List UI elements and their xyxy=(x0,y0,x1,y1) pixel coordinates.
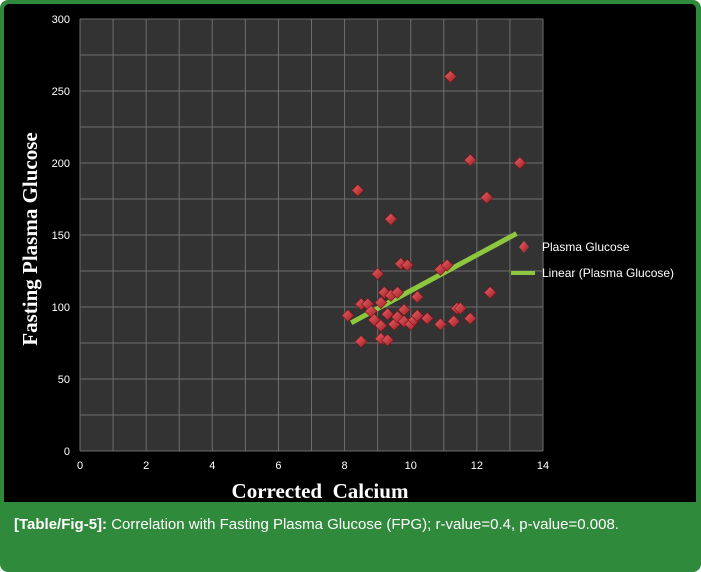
caption-text: Correlation with Fasting Plasma Glucose … xyxy=(111,516,619,533)
data-point xyxy=(463,312,477,325)
data-point xyxy=(453,302,467,315)
x-tick-label: 10 xyxy=(405,460,417,472)
data-point xyxy=(374,319,388,333)
data-point xyxy=(400,258,414,272)
data-point xyxy=(367,313,381,327)
legend: Plasma Glucose Linear (Plasma Glucose) xyxy=(511,240,674,280)
legend-label-linear: Linear (Plasma Glucose) xyxy=(542,266,674,280)
data-point xyxy=(440,258,454,272)
data-point xyxy=(381,307,394,321)
y-tick-label: 0 xyxy=(64,446,70,458)
x-axis-title: Corrected Calcium xyxy=(232,479,409,502)
data-point xyxy=(384,212,398,226)
y-tick-label: 300 xyxy=(52,14,70,26)
y-tick-label: 150 xyxy=(52,230,70,242)
data-point xyxy=(447,314,461,328)
data-point xyxy=(391,310,404,324)
legend-diamond-marker xyxy=(519,241,529,253)
x-tick-label: 14 xyxy=(537,460,549,472)
x-tick-label: 2 xyxy=(143,460,149,472)
data-point xyxy=(381,333,394,347)
data-point xyxy=(434,317,447,331)
data-point xyxy=(483,286,497,300)
data-point xyxy=(513,156,527,170)
data-point xyxy=(410,309,424,323)
data-point xyxy=(371,267,385,281)
chart-panel: 0 2 4 6 8 10 12 14 0 50 100 150 200 250 300 Fasting Pl… xyxy=(4,4,696,502)
data-point xyxy=(391,286,404,300)
trendline xyxy=(349,231,518,326)
x-tick-label: 12 xyxy=(471,460,483,472)
y-tick-label: 50 xyxy=(58,374,70,386)
x-tick-label: 6 xyxy=(275,460,281,472)
x-tick-label: 4 xyxy=(209,460,215,472)
data-point xyxy=(463,153,477,167)
data-point xyxy=(410,290,424,304)
data-point xyxy=(374,296,388,310)
caption-label: [Table/Fig-5]: xyxy=(14,516,108,533)
legend-label-plasma-glucose: Plasma Glucose xyxy=(542,240,630,254)
x-tick-label: 0 xyxy=(77,460,83,472)
data-point xyxy=(341,309,355,323)
x-tick-label: 8 xyxy=(342,460,348,472)
data-point xyxy=(351,183,365,197)
y-tick-label: 250 xyxy=(52,86,70,98)
data-point xyxy=(354,335,368,348)
data-point xyxy=(443,70,457,84)
y-axis-title: Fasting Plasma Glucose xyxy=(18,132,42,346)
legend-item-plasma-glucose: Plasma Glucose xyxy=(519,240,630,254)
figure-caption: [Table/Fig-5]: Correlation with Fasting … xyxy=(14,514,684,535)
y-tick-label: 200 xyxy=(52,158,70,170)
data-point xyxy=(480,191,494,204)
scatter-chart: 0 2 4 6 8 10 12 14 0 50 100 150 200 250 300 Fasting Pl… xyxy=(18,14,674,502)
data-point xyxy=(420,312,434,325)
legend-item-linear: Linear (Plasma Glucose) xyxy=(511,266,674,280)
y-tick-label: 100 xyxy=(52,302,70,314)
